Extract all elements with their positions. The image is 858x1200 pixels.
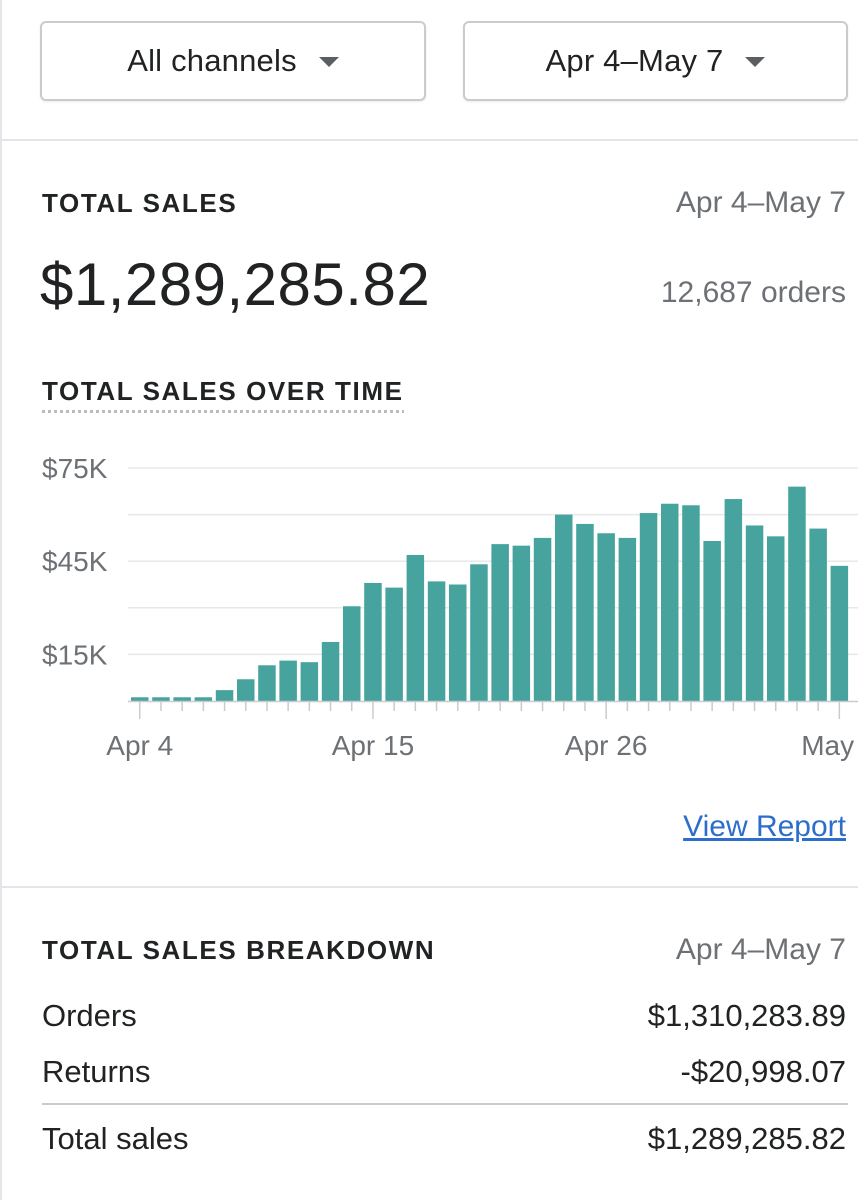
chart-bar (576, 523, 594, 701)
chart-bar (173, 697, 191, 701)
chart-bar (194, 697, 213, 701)
chart-bar (470, 564, 488, 701)
chart-bar (491, 544, 509, 701)
chart-bar (639, 513, 658, 701)
total-sales-date-range: Apr 4–May 7 (675, 186, 846, 219)
chevron-down-icon (745, 57, 766, 67)
chart-bar (767, 536, 785, 701)
total-orders-count: 12,687 orders (660, 276, 846, 309)
chart-title[interactable]: TOTAL SALES OVER TIME (42, 376, 404, 413)
chart-bar (512, 545, 531, 701)
chart-bar (152, 697, 170, 701)
chart-bar (258, 665, 276, 701)
x-axis-tick-label: Apr 15 (332, 730, 415, 761)
chart-bar (215, 690, 234, 701)
chart-bar (618, 537, 637, 701)
section-divider (2, 886, 858, 888)
breakdown-total-value: $1,289,285.82 (647, 1121, 846, 1156)
date-range-dropdown[interactable]: Apr 4–May 7 (463, 21, 848, 101)
breakdown-total-rule (42, 1103, 848, 1105)
chart-bar (809, 528, 827, 701)
total-sales-amount: $1,289,285.82 (40, 251, 431, 318)
chart-bar (237, 679, 255, 701)
sales-over-time-chart: $75K $45K $15K Apr 4 Apr 15 Apr 26 May 7 (42, 453, 858, 761)
chart-bar (279, 660, 297, 701)
chart-bar (788, 486, 806, 701)
x-axis-tick-label: Apr 4 (106, 730, 173, 761)
channel-dropdown-label: All channels (127, 43, 297, 78)
breakdown-total-label: Total sales (42, 1121, 189, 1156)
chart-bar (830, 565, 849, 701)
x-axis-tick-label: May 7 (801, 730, 858, 761)
breakdown-heading: TOTAL SALES BREAKDOWN (42, 935, 436, 965)
y-axis-tick-label: $75K (42, 453, 108, 484)
chart-bar (597, 533, 615, 701)
chevron-down-icon (318, 57, 339, 67)
breakdown-returns-label: Returns (42, 1054, 151, 1089)
chart-bar (724, 499, 743, 701)
chart-bar (661, 503, 679, 701)
chart-bar (300, 662, 319, 701)
total-sales-heading: TOTAL SALES (42, 188, 238, 218)
chart-bar (385, 587, 403, 701)
chart-bar (343, 606, 361, 701)
channel-dropdown[interactable]: All channels (40, 21, 426, 101)
breakdown-orders-value: $1,310,283.89 (647, 998, 846, 1033)
y-axis-tick-label: $45K (42, 546, 108, 577)
filter-bar: All channels Apr 4–May 7 (2, 0, 858, 141)
breakdown-orders-label: Orders (42, 998, 137, 1033)
chart-bar (321, 641, 340, 701)
breakdown-date-range: Apr 4–May 7 (675, 933, 846, 966)
chart-bar (364, 582, 382, 701)
chart-bar (555, 514, 573, 701)
chart-bar (449, 584, 467, 701)
chart-bar (703, 541, 721, 701)
chart-bar (533, 537, 552, 701)
date-range-dropdown-label: Apr 4–May 7 (545, 43, 724, 78)
breakdown-returns-value: -$20,998.07 (680, 1054, 846, 1089)
chart-bar (406, 554, 425, 701)
view-report-link[interactable]: View Report (683, 810, 846, 843)
x-axis-tick-label: Apr 26 (565, 730, 648, 761)
chart-bar (131, 697, 149, 701)
chart-bar (745, 525, 764, 701)
chart-bar (427, 581, 446, 701)
y-axis-tick-label: $15K (42, 639, 108, 670)
chart-bar (682, 505, 700, 701)
